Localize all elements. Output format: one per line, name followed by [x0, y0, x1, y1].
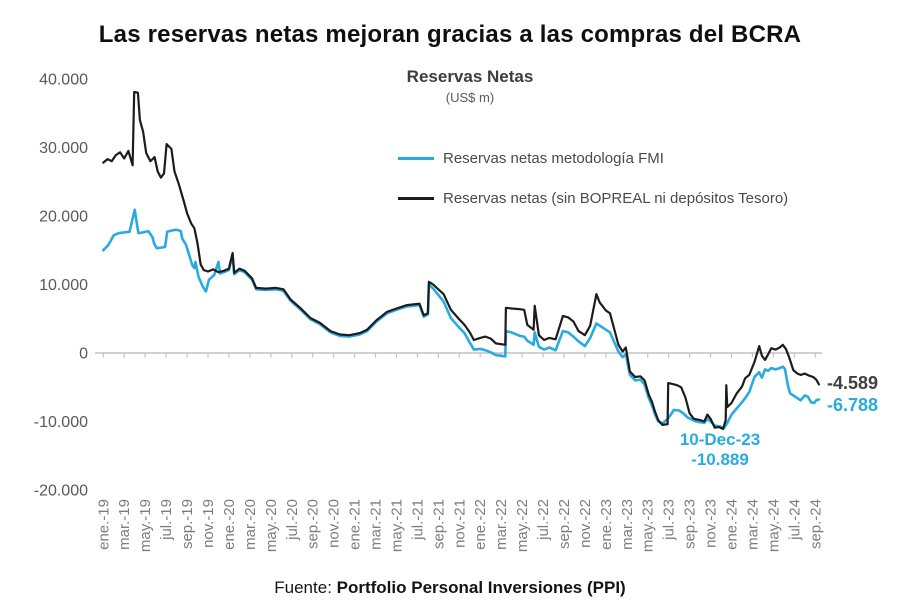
series-line-fmi — [102, 208, 821, 429]
end-value-label-sin-bopreal: -4.589 — [827, 373, 879, 393]
x-tick-label: ene.-22 — [472, 499, 489, 550]
x-tick-label: ene.-24 — [724, 499, 741, 550]
x-tick-label: sep.-19 — [179, 499, 196, 549]
source-footer: Fuente: Portfolio Personal Inversiones (… — [0, 578, 900, 598]
x-tick-label: jul.-22 — [535, 499, 552, 541]
x-tick-label: nov.-22 — [577, 499, 594, 548]
x-tick-label: ene.-19 — [95, 499, 112, 550]
y-tick-label: -10.000 — [34, 414, 88, 431]
legend-label-sin-bopreal: Reservas netas (sin BOPREAL ni depósitos… — [443, 190, 789, 207]
x-tick-label: jul.-21 — [409, 499, 426, 541]
legend-item-sin-bopreal: Reservas netas (sin BOPREAL ni depósitos… — [398, 188, 788, 209]
x-tick-label: may.-22 — [514, 499, 531, 552]
y-tick-label: 0 — [79, 346, 88, 363]
y-tick-label: 30.000 — [39, 140, 88, 157]
x-tick-label: nov.-19 — [200, 499, 217, 548]
legend: Reservas netas metodología FMI Reservas … — [398, 148, 788, 228]
x-tick-label: mar.-23 — [619, 499, 636, 550]
x-tick-label: may.-21 — [388, 499, 405, 552]
chart-subtitle: (US$ m) — [445, 90, 495, 105]
y-tick-label: -20.000 — [34, 483, 88, 500]
x-tick-label: nov.-20 — [326, 499, 343, 548]
x-tick-label: mar.-20 — [242, 499, 259, 550]
min-point-annotation: 10-Dec-23 -10.889 — [649, 430, 791, 470]
x-tick-label: jul.-20 — [284, 499, 301, 541]
min-point-date: 10-Dec-23 — [679, 430, 761, 449]
x-tick-label: jul.-19 — [158, 499, 175, 541]
y-tick-label: 40.000 — [39, 72, 88, 89]
x-tick-label: sep.-20 — [305, 499, 322, 549]
x-tick-label: may.-20 — [263, 499, 280, 552]
x-tick-label: sep.-21 — [430, 499, 447, 549]
x-tick-label: mar.-21 — [368, 499, 385, 550]
x-tick-label: nov.-23 — [703, 499, 720, 548]
x-tick-label: may.-24 — [765, 499, 782, 552]
x-tick-label: may.-19 — [137, 499, 154, 552]
x-tick-label: mar.-19 — [116, 499, 133, 550]
y-tick-label: 10.000 — [39, 277, 88, 294]
legend-label-fmi: Reservas netas metodología FMI — [443, 150, 664, 167]
x-tick-label: sep.-24 — [807, 499, 824, 549]
chart-headline: Las reservas netas mejoran gracias a las… — [98, 21, 802, 48]
x-tick-label: sep.-23 — [682, 499, 699, 549]
chart-title-block: Reservas Netas (US$ m) — [270, 67, 670, 105]
series-line-sin-bopreal — [102, 90, 821, 431]
legend-line-swatch-fmi-icon — [398, 157, 434, 160]
y-tick-label: 20.000 — [39, 209, 88, 226]
x-tick-label: may.-23 — [640, 499, 657, 552]
min-point-value: -10.889 — [691, 450, 749, 469]
x-tick-label: nov.-21 — [451, 499, 468, 548]
x-tick-label: jul.-23 — [661, 499, 678, 541]
x-tick-label: mar.-24 — [744, 499, 761, 550]
legend-line-swatch-sin-bopreal-icon — [398, 197, 434, 200]
x-tick-label: jul.-24 — [786, 499, 803, 541]
chart-title: Reservas Netas — [406, 67, 534, 86]
x-tick-label: ene.-23 — [598, 499, 615, 550]
x-tick-label: sep.-22 — [556, 499, 573, 549]
legend-item-fmi: Reservas netas metodología FMI — [398, 148, 788, 169]
source-name: Portfolio Personal Inversiones (PPI) — [336, 578, 626, 597]
x-tick-label: ene.-21 — [347, 499, 364, 550]
source-prefix: Fuente: — [274, 578, 337, 597]
x-tick-label: ene.-20 — [221, 499, 238, 550]
x-tick-label: mar.-22 — [493, 499, 510, 550]
end-value-label-fmi: -6.788 — [827, 395, 879, 415]
